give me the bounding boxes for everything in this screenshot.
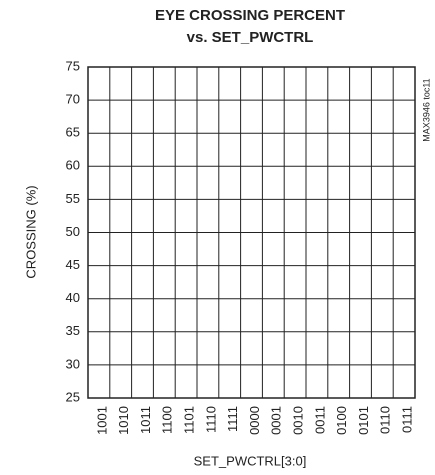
- y-tick-label: 45: [66, 257, 80, 272]
- y-tick-label: 65: [66, 125, 80, 140]
- x-tick-label: 1010: [116, 406, 131, 435]
- x-tick-label: 1110: [203, 406, 218, 433]
- x-tick-label: 1011: [138, 406, 153, 434]
- x-tick-label: 0001: [269, 406, 284, 435]
- x-tick-label: 0110: [378, 406, 393, 434]
- x-tick-label: 0111: [400, 406, 415, 433]
- y-tick-label: 40: [66, 290, 80, 305]
- annotation: MAX3946 toc11: [421, 78, 431, 141]
- x-tick-label: 1101: [182, 406, 197, 434]
- x-tick-label: 0011: [312, 406, 327, 434]
- chart-title: EYE CROSSING PERCENT: [155, 7, 345, 24]
- y-tick-label: 25: [66, 389, 80, 404]
- y-tick-label: 55: [66, 191, 80, 206]
- y-tick-label: 70: [66, 92, 80, 107]
- x-tick-label: 0010: [291, 406, 306, 435]
- x-tick-label: 0100: [334, 406, 349, 435]
- y-tick-label: 30: [66, 356, 80, 371]
- y-tick-label: 75: [66, 58, 80, 73]
- y-axis-label: CROSSING (%): [23, 185, 38, 278]
- x-tick-label: 1100: [160, 406, 175, 434]
- x-tick-label: 0101: [356, 406, 371, 435]
- x-axis-label: SET_PWCTRL[3:0]: [194, 453, 307, 468]
- x-tick-label: 0000: [247, 406, 262, 435]
- y-tick-label: 35: [66, 323, 80, 338]
- x-tick-label: 1111: [225, 406, 240, 432]
- chart-subtitle: vs. SET_PWCTRL: [187, 29, 314, 46]
- y-tick-label: 60: [66, 158, 80, 173]
- plot-frame: [87, 66, 416, 399]
- y-tick-label: 50: [66, 224, 80, 239]
- x-tick-label: 1001: [94, 406, 109, 435]
